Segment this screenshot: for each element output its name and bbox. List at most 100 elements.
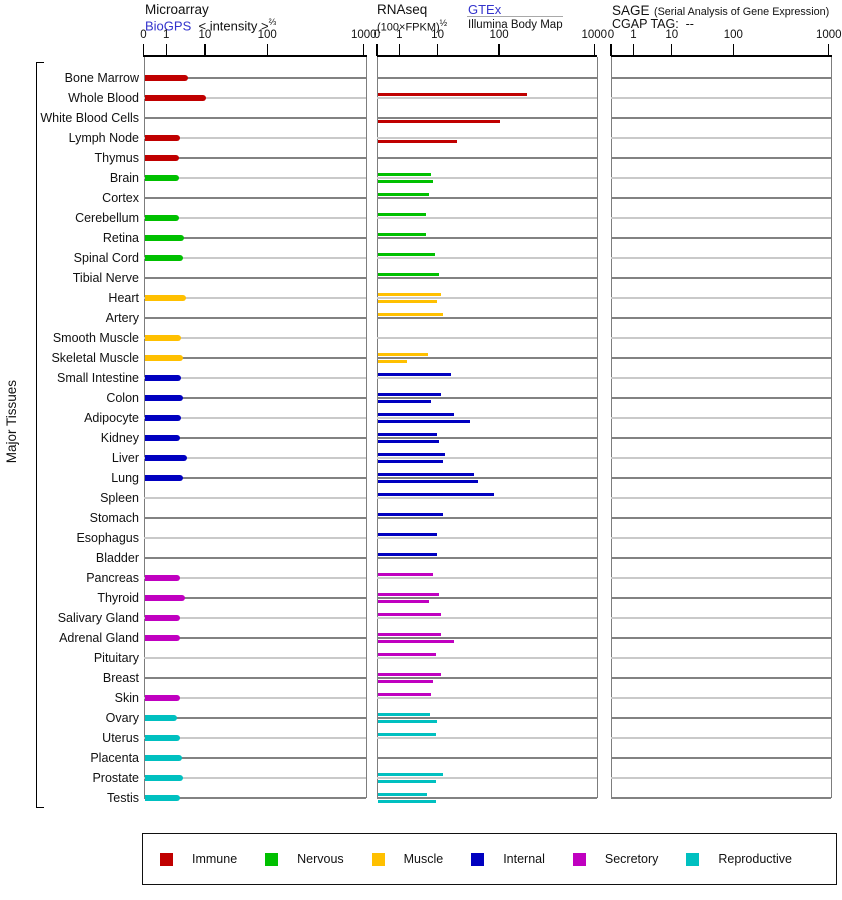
bar-rnaseq-illumina — [378, 419, 470, 423]
row-line — [143, 777, 366, 779]
bar-rnaseq-illumina — [378, 179, 433, 183]
row-line — [611, 537, 831, 539]
rnaseq-tick-mark — [398, 43, 401, 56]
legend-label: Nervous — [297, 852, 344, 866]
bar-microarray — [144, 475, 184, 481]
tissue-label: Lymph Node — [68, 131, 139, 145]
legend-item-muscle: Muscle — [371, 852, 444, 866]
row-line — [377, 657, 597, 659]
bar-microarray — [144, 435, 180, 441]
bar-rnaseq-gtex — [378, 593, 439, 597]
row-line — [143, 697, 366, 699]
sage-panel-right-border — [831, 56, 833, 799]
bar-rnaseq-gtex — [378, 733, 437, 737]
bar-rnaseq-gtex — [378, 473, 474, 477]
row-line — [377, 437, 597, 439]
bar-rnaseq-gtex — [378, 793, 427, 797]
bar-microarray — [144, 355, 184, 361]
row-line — [143, 377, 366, 379]
tissue-label: Brain — [109, 171, 139, 185]
row-line — [377, 417, 597, 419]
tissue-label: Pancreas — [86, 571, 139, 585]
tissue-label: Smooth Muscle — [52, 331, 139, 345]
row-line — [611, 677, 831, 679]
tissue-label: White Blood Cells — [40, 111, 139, 125]
sage-tick-mark — [671, 43, 673, 56]
tissue-bracket-top-tip — [36, 62, 44, 64]
microarray-tick-mark — [165, 43, 167, 56]
row-line — [611, 477, 831, 479]
bar-microarray — [144, 795, 180, 801]
biogps-link[interactable]: BioGPS — [145, 18, 192, 34]
row-line — [611, 597, 831, 599]
tissue-label: Thymus — [94, 151, 139, 165]
bar-microarray — [144, 715, 178, 721]
tissue-label: Prostate — [92, 771, 139, 785]
rnaseq-tick-label: 100 — [489, 29, 509, 41]
row-line — [611, 617, 831, 619]
row-line — [143, 657, 366, 659]
row-line — [611, 697, 831, 699]
rnaseq-tick-label: 10 — [431, 29, 444, 41]
bar-rnaseq-gtex — [378, 773, 444, 777]
tissue-label: Salivary Gland — [57, 611, 139, 625]
legend-label: Muscle — [403, 852, 444, 866]
row-line — [377, 717, 597, 719]
sage-panel-title: SAGE — [612, 3, 650, 18]
row-line — [611, 197, 831, 199]
microarray-tick-mark — [266, 43, 268, 56]
row-line — [611, 737, 831, 739]
bar-microarray — [144, 755, 182, 761]
bar-rnaseq-gtex — [378, 633, 442, 637]
bar-rnaseq-gtex — [378, 493, 495, 497]
row-line — [611, 497, 831, 499]
row-line — [611, 457, 831, 459]
tissue-label: Lung — [111, 471, 139, 485]
bar-rnaseq-illumina — [378, 439, 439, 443]
gtex-link[interactable]: GTEx — [468, 2, 502, 17]
microarray-tick-label: 100 — [257, 29, 277, 41]
rnaseq-panel-title: RNAseq — [377, 2, 428, 17]
bar-rnaseq-gtex — [378, 93, 527, 97]
bar-rnaseq-illumina — [378, 639, 454, 643]
bar-rnaseq-gtex — [378, 673, 442, 677]
row-line — [611, 357, 831, 359]
sage-axis-line — [610, 55, 832, 57]
sage-tick-mark — [610, 43, 612, 56]
bar-rnaseq-gtex — [378, 173, 432, 177]
row-line — [611, 177, 831, 179]
rnaseq-tick-mark — [593, 43, 595, 56]
row-line — [377, 137, 597, 139]
row-line — [377, 317, 597, 319]
row-line — [377, 237, 597, 239]
muscle-color-swatch — [371, 852, 385, 866]
row-line — [377, 357, 597, 359]
row-line — [611, 137, 831, 139]
row-line — [377, 677, 597, 679]
sage-tick-label: 100 — [723, 29, 743, 41]
tissue-label: Ovary — [105, 711, 139, 725]
row-line — [143, 737, 366, 739]
microarray-tick-mark — [363, 43, 365, 56]
bar-microarray — [144, 735, 180, 741]
microarray-panel-left-border — [143, 56, 145, 799]
legend-label: Immune — [192, 852, 238, 866]
tissue-label: Heart — [108, 291, 139, 305]
tissue-label: Colon — [106, 391, 139, 405]
bar-rnaseq-illumina — [378, 719, 437, 723]
bar-microarray — [144, 155, 179, 161]
tissue-label: Bladder — [95, 551, 139, 565]
row-line — [143, 137, 366, 139]
sage-subtitle: (Serial Analysis of Gene Expression) — [653, 6, 830, 18]
row-line — [143, 357, 366, 359]
legend-item-secretory: Secretory — [572, 852, 658, 866]
bar-rnaseq-gtex — [378, 253, 435, 257]
row-line — [377, 77, 597, 79]
rnaseq-tick-mark — [436, 43, 439, 56]
row-line — [377, 497, 597, 499]
bar-microarray — [144, 455, 187, 461]
bar-rnaseq-gtex — [378, 453, 445, 457]
bar-rnaseq-gtex — [378, 193, 429, 197]
reproductive-color-swatch — [686, 852, 700, 866]
bar-rnaseq-gtex — [378, 373, 452, 377]
